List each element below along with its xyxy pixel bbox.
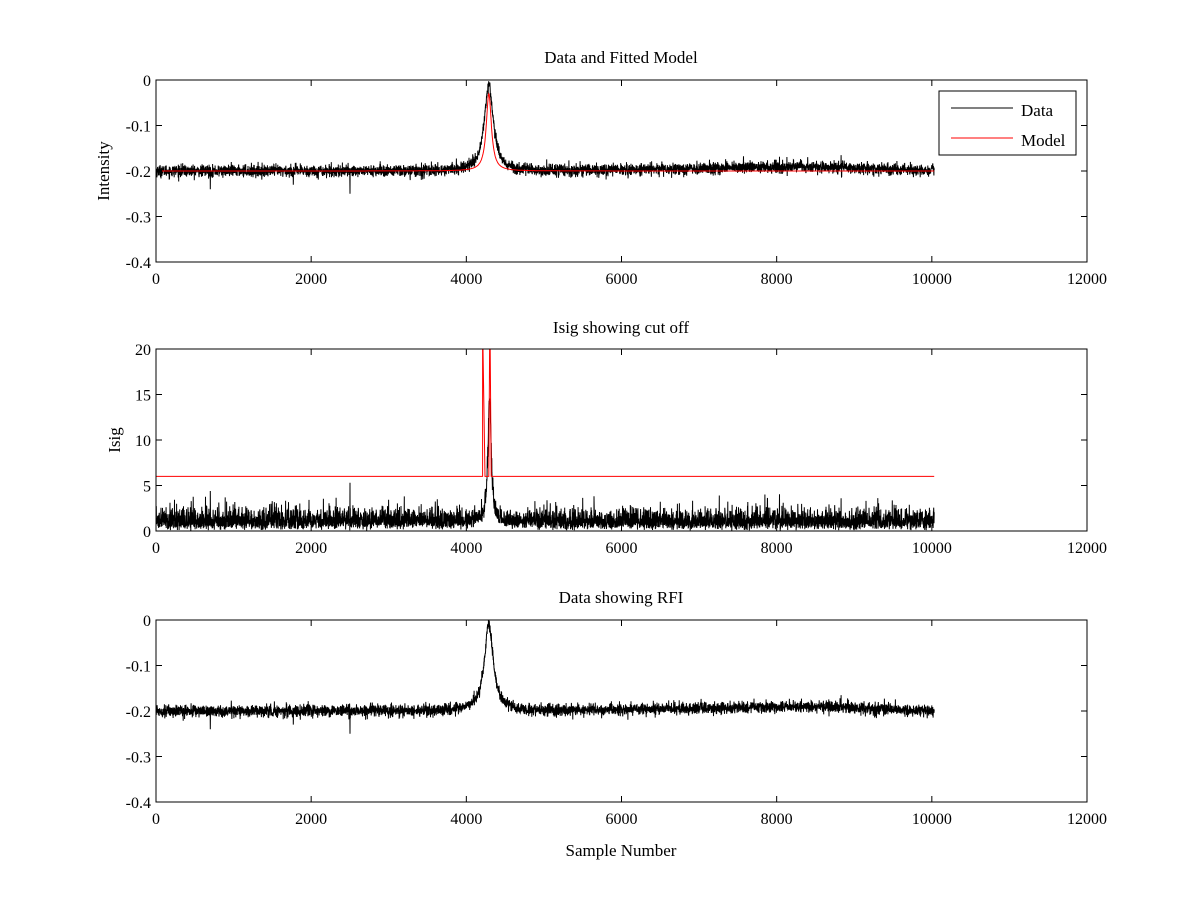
series-data: [156, 81, 935, 194]
legend-box: [938, 90, 1077, 156]
series-data: [156, 620, 935, 734]
legend-label-data: Data: [1021, 101, 1054, 120]
x-tick-label: 2000: [295, 271, 327, 288]
y-tick-label: -0.3: [126, 210, 151, 227]
x-tick-label: 10000: [912, 271, 952, 288]
x-tick-label: 4000: [450, 811, 482, 828]
y-tick-label: -0.3: [126, 750, 151, 767]
x-tick-label: 12000: [1067, 271, 1107, 288]
y-tick-label: 0: [143, 73, 151, 90]
y-tick-label: 10: [135, 433, 151, 450]
series-model: [156, 92, 935, 172]
plot-area: [156, 81, 935, 194]
subplot-isig-cutoff: Isig showing cut off Isig 0 2000 4000 6000 8…: [105, 318, 1107, 557]
series-isig: [156, 398, 935, 531]
subplot-data-and-model: Data and Fitted Model Intensity 0 2000 400…: [94, 48, 1107, 288]
x-tick-label: 6000: [606, 540, 638, 557]
y-tick-label: -0.2: [126, 164, 151, 181]
y-axis-label: Intensity: [94, 141, 113, 201]
subplot-data-rfi: Data showing RFI Sample Number 0 2000 4000…: [126, 588, 1107, 860]
x-tick-label: 2000: [295, 540, 327, 557]
y-tick-label: -0.4: [126, 255, 151, 272]
x-tick-label: 12000: [1067, 811, 1107, 828]
x-tick-label: 8000: [761, 811, 793, 828]
legend-label-model: Model: [1021, 131, 1066, 150]
y-tick-label: 5: [143, 479, 151, 496]
y-axis-label: Isig: [105, 427, 124, 453]
x-tick-label: 6000: [606, 271, 638, 288]
x-tick-label: 4000: [450, 271, 482, 288]
y-tick-label: -0.4: [126, 795, 151, 812]
y-tick-label: 0: [143, 524, 151, 541]
x-tick-label: 2000: [295, 811, 327, 828]
y-tick-label: 20: [135, 342, 151, 359]
x-tick-label: 12000: [1067, 540, 1107, 557]
legend: Data Model: [938, 90, 1077, 156]
x-tick-label: 0: [152, 811, 160, 828]
x-axis-label: Sample Number: [566, 841, 677, 860]
y-tick-label: -0.2: [126, 704, 151, 721]
x-tick-label: 8000: [761, 540, 793, 557]
y-tick-label: -0.1: [126, 659, 151, 676]
x-tick-label: 10000: [912, 811, 952, 828]
chart-title: Data and Fitted Model: [544, 48, 698, 67]
y-tick-label: 0: [143, 613, 151, 630]
x-tick-label: 0: [152, 271, 160, 288]
x-tick-label: 0: [152, 540, 160, 557]
chart-title: Data showing RFI: [559, 588, 684, 607]
y-tick-label: 15: [135, 388, 151, 405]
x-tick-label: 6000: [606, 811, 638, 828]
series-cut-off: [156, 349, 935, 477]
plot-area: [156, 349, 935, 531]
x-tick-label: 10000: [912, 540, 952, 557]
x-tick-label: 8000: [761, 271, 793, 288]
plot-area: [156, 620, 935, 734]
x-tick-label: 4000: [450, 540, 482, 557]
chart-title: Isig showing cut off: [553, 318, 689, 337]
y-tick-label: -0.1: [126, 119, 151, 136]
